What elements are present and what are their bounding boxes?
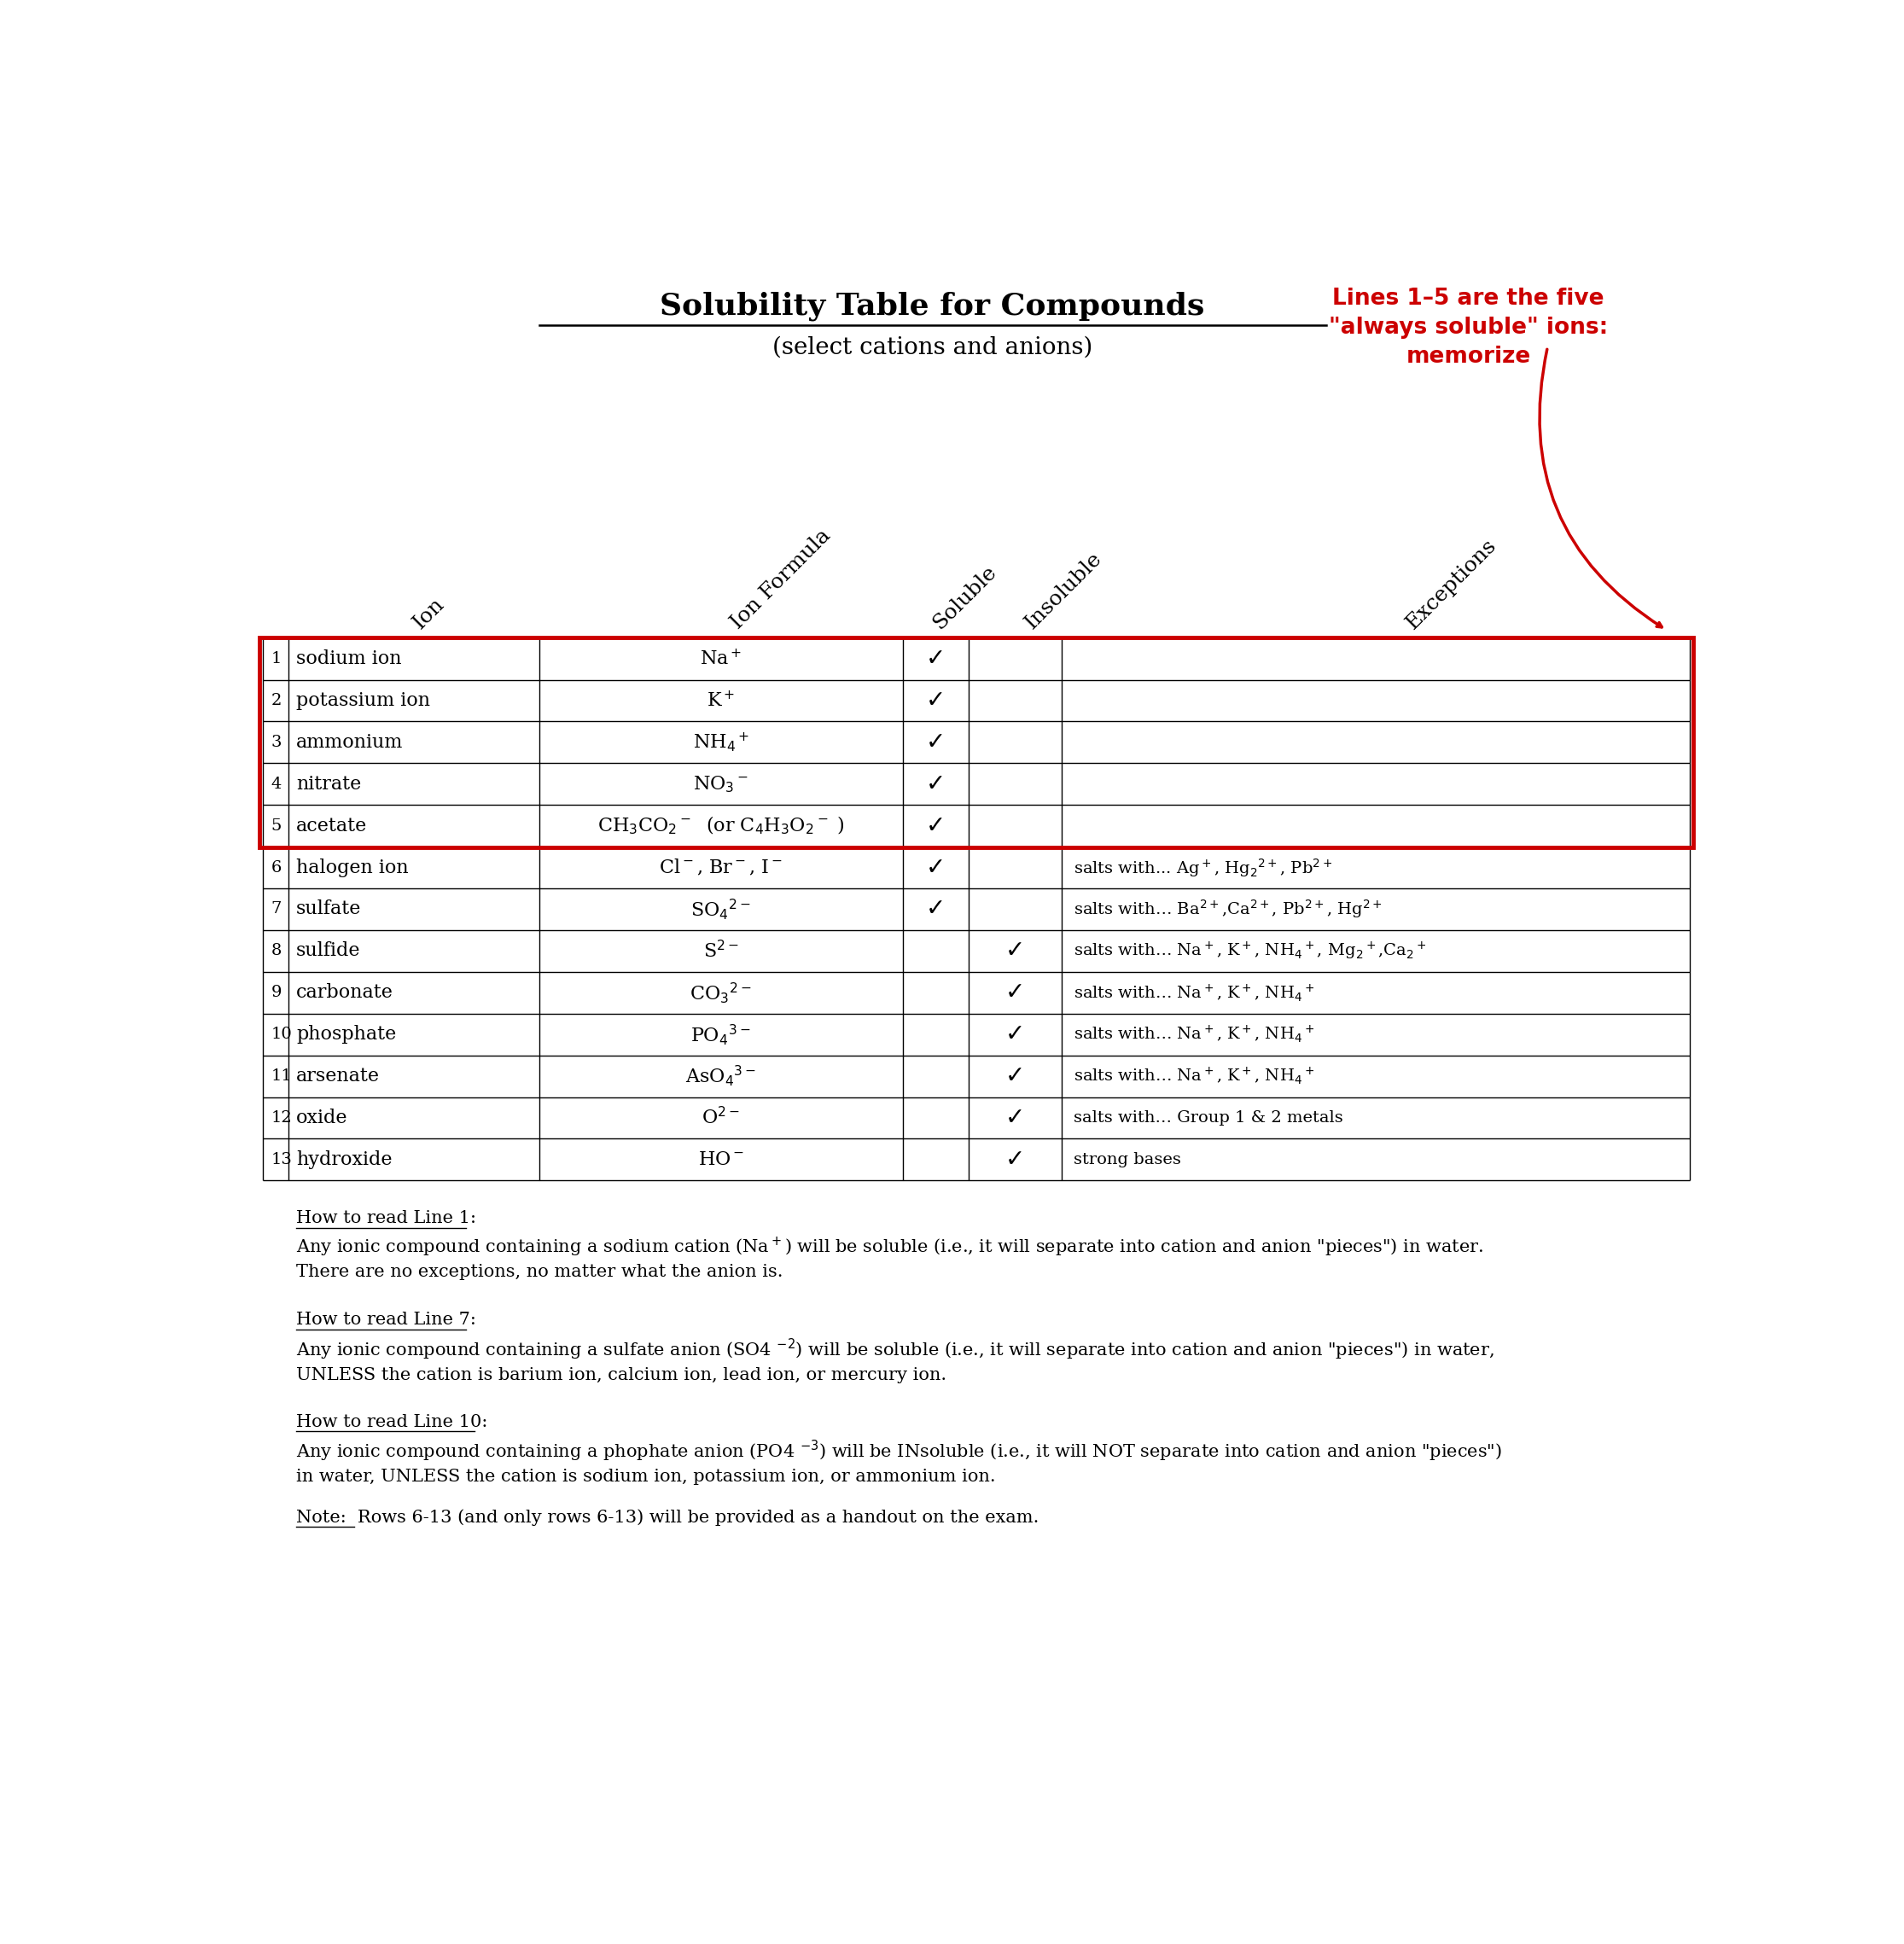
Text: HO$^-$: HO$^-$ xyxy=(697,1151,744,1168)
Text: Cl$^-$, Br$^-$, I$^-$: Cl$^-$, Br$^-$, I$^-$ xyxy=(659,857,783,877)
Text: sulfate: sulfate xyxy=(297,900,362,920)
Text: Solubility Table for Compounds: Solubility Table for Compounds xyxy=(661,292,1205,321)
Text: hydroxide: hydroxide xyxy=(297,1151,392,1168)
Text: strong bases: strong bases xyxy=(1074,1153,1180,1166)
Text: acetate: acetate xyxy=(297,816,367,836)
Text: oxide: oxide xyxy=(297,1108,348,1128)
Text: ✓: ✓ xyxy=(925,855,946,879)
Text: 8: 8 xyxy=(270,943,282,958)
Text: nitrate: nitrate xyxy=(297,776,362,793)
Text: ✓: ✓ xyxy=(1005,1023,1024,1046)
Text: NH$_4$$^+$: NH$_4$$^+$ xyxy=(693,731,748,754)
Text: 7: 7 xyxy=(270,902,282,918)
Text: CO$_3$$^{2-}$: CO$_3$$^{2-}$ xyxy=(689,980,752,1005)
Text: Note:  Rows 6-13 (and only rows 6-13) will be provided as a handout on the exam.: Note: Rows 6-13 (and only rows 6-13) wil… xyxy=(297,1509,1040,1526)
Text: potassium ion: potassium ion xyxy=(297,692,430,710)
Text: ✓: ✓ xyxy=(925,688,946,713)
Text: ✓: ✓ xyxy=(1005,939,1024,962)
Text: ✓: ✓ xyxy=(925,647,946,671)
Text: Soluble: Soluble xyxy=(929,562,1000,634)
Text: Lines 1–5 are the five
"always soluble" ions:
memorize: Lines 1–5 are the five "always soluble" … xyxy=(1329,288,1607,367)
Text: 11: 11 xyxy=(270,1069,291,1085)
Text: salts with… Na$^+$, K$^+$, NH$_4$$^+$: salts with… Na$^+$, K$^+$, NH$_4$$^+$ xyxy=(1074,1065,1314,1087)
Text: arsenate: arsenate xyxy=(297,1067,379,1085)
Text: phosphate: phosphate xyxy=(297,1024,396,1044)
Text: Na$^+$: Na$^+$ xyxy=(701,649,743,669)
Text: salts with… Na$^+$, K$^+$, NH$_4$$^+$: salts with… Na$^+$, K$^+$, NH$_4$$^+$ xyxy=(1074,1024,1314,1046)
Text: SO$_4$$^{2-}$: SO$_4$$^{2-}$ xyxy=(691,896,750,921)
Text: ✓: ✓ xyxy=(1005,1106,1024,1129)
Text: How to read Line 7:: How to read Line 7: xyxy=(297,1312,476,1328)
Text: How to read Line 1:: How to read Line 1: xyxy=(297,1209,476,1227)
Text: ✓: ✓ xyxy=(925,898,946,921)
Text: sodium ion: sodium ion xyxy=(297,649,402,669)
Text: 4: 4 xyxy=(270,776,282,791)
Text: sulfide: sulfide xyxy=(297,941,360,960)
Text: Exceptions: Exceptions xyxy=(1401,535,1500,634)
Text: 2: 2 xyxy=(270,692,282,708)
Text: ✓: ✓ xyxy=(925,772,946,795)
Text: K$^+$: K$^+$ xyxy=(706,690,735,712)
Text: salts with… Group 1 & 2 metals: salts with… Group 1 & 2 metals xyxy=(1074,1110,1342,1126)
Text: 3: 3 xyxy=(270,735,282,750)
Text: salts with... Ag$^+$, Hg$_2$$^{2+}$, Pb$^{2+}$: salts with... Ag$^+$, Hg$_2$$^{2+}$, Pb$… xyxy=(1074,857,1333,879)
Text: AsO$_4$$^{3-}$: AsO$_4$$^{3-}$ xyxy=(685,1063,756,1089)
Text: ✓: ✓ xyxy=(1005,982,1024,1005)
Text: CH$_3$CO$_2$$^-$  (or C$_4$H$_3$O$_2$$^-$ ): CH$_3$CO$_2$$^-$ (or C$_4$H$_3$O$_2$$^-$… xyxy=(598,815,845,836)
Text: 12: 12 xyxy=(270,1110,291,1126)
Text: 6: 6 xyxy=(270,859,282,875)
Text: PO$_4$$^{3-}$: PO$_4$$^{3-}$ xyxy=(691,1023,750,1046)
Text: ✓: ✓ xyxy=(1005,1063,1024,1089)
Text: ✓: ✓ xyxy=(925,731,946,754)
Text: ✓: ✓ xyxy=(1005,1147,1024,1172)
Text: ammonium: ammonium xyxy=(297,733,404,752)
Text: O$^{2-}$: O$^{2-}$ xyxy=(703,1108,741,1129)
Text: S$^{2-}$: S$^{2-}$ xyxy=(703,941,739,962)
Text: Any ionic compound containing a sulfate anion (SO4 $^{-2}$) will be soluble (i.e: Any ionic compound containing a sulfate … xyxy=(297,1337,1495,1382)
Text: (select cations and anions): (select cations and anions) xyxy=(773,336,1093,360)
Text: Ion: Ion xyxy=(409,595,449,634)
Bar xyxy=(259,638,1693,848)
Text: 1: 1 xyxy=(270,651,282,667)
Text: salts with… Na$^+$, K$^+$, NH$_4$$^+$, Mg$_2$$^+$,Ca$_2$$^+$: salts with… Na$^+$, K$^+$, NH$_4$$^+$, M… xyxy=(1074,941,1426,962)
Text: 5: 5 xyxy=(270,818,282,834)
Text: halogen ion: halogen ion xyxy=(297,857,409,877)
Text: ✓: ✓ xyxy=(925,815,946,838)
Text: Any ionic compound containing a sodium cation (Na$^+$) will be soluble (i.e., it: Any ionic compound containing a sodium c… xyxy=(297,1234,1483,1279)
Text: NO$_3$$^-$: NO$_3$$^-$ xyxy=(693,774,748,795)
Text: salts with… Ba$^{2+}$,Ca$^{2+}$, Pb$^{2+}$, Hg$^{2+}$: salts with… Ba$^{2+}$,Ca$^{2+}$, Pb$^{2+… xyxy=(1074,898,1382,920)
Text: carbonate: carbonate xyxy=(297,984,394,1001)
Text: Any ionic compound containing a phophate anion (PO4 $^{-3}$) will be INsoluble (: Any ionic compound containing a phophate… xyxy=(297,1439,1502,1485)
Text: Insoluble: Insoluble xyxy=(1022,548,1106,634)
Text: 13: 13 xyxy=(270,1153,293,1166)
Text: 9: 9 xyxy=(270,986,282,1001)
Text: Ion Formula: Ion Formula xyxy=(727,525,834,634)
Text: How to read Line 10:: How to read Line 10: xyxy=(297,1413,487,1431)
Text: 10: 10 xyxy=(270,1026,291,1042)
Text: salts with… Na$^+$, K$^+$, NH$_4$$^+$: salts with… Na$^+$, K$^+$, NH$_4$$^+$ xyxy=(1074,982,1314,1003)
